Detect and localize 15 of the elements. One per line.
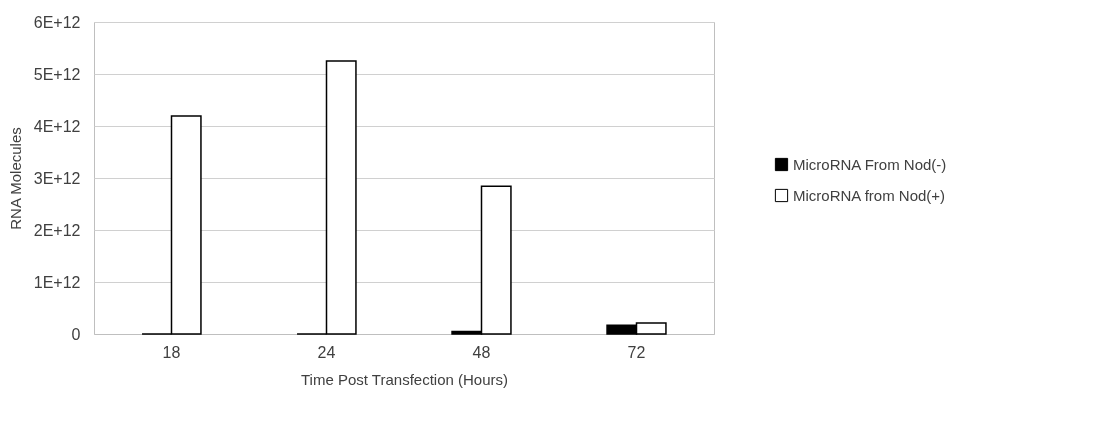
x-tick-label: 72 (627, 343, 646, 361)
y-tick-label: 3E+12 (33, 169, 81, 187)
y-tick-label: 5E+12 (33, 65, 81, 83)
y-axis-title: RNA Molecules (6, 127, 24, 230)
y-tick-label: 6E+12 (33, 13, 81, 31)
y-tick-label: 4E+12 (33, 117, 81, 135)
legend-label: MicroRNA from Nod(+) (793, 186, 946, 204)
x-axis-title: Time Post Transfection (Hours) (300, 370, 509, 388)
x-tick-label: 48 (472, 343, 491, 361)
y-tick-label: 0 (71, 325, 81, 343)
legend-label: MicroRNA From Nod(-) (793, 155, 947, 173)
x-tick-label: 24 (317, 343, 336, 361)
y-tick-label: 1E+12 (33, 273, 81, 291)
x-tick-label: 18 (162, 343, 181, 361)
y-tick-label: 2E+12 (33, 221, 81, 239)
